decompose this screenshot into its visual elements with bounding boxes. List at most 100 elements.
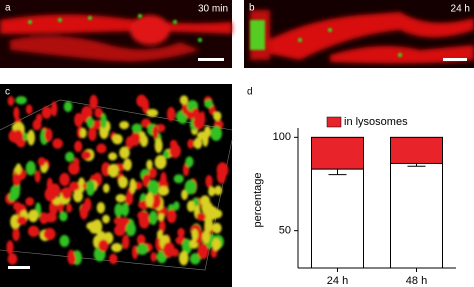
spot: [108, 152, 118, 161]
panel-label: b: [249, 3, 255, 14]
spot: [158, 220, 166, 233]
spot: [119, 121, 130, 130]
spot: [169, 143, 181, 159]
spot: [216, 168, 226, 184]
spot: [98, 239, 109, 252]
panel-a: a 30 min: [0, 0, 232, 68]
spot: [204, 99, 214, 109]
spot: [154, 138, 163, 154]
spot: [196, 131, 208, 140]
spot: [121, 202, 130, 217]
spot: [141, 118, 151, 128]
spot: [86, 117, 94, 128]
spot: [148, 167, 157, 179]
spot: [112, 133, 123, 145]
spot: [187, 139, 195, 149]
spot: [80, 127, 87, 139]
spot: [149, 210, 158, 225]
spot: [125, 222, 136, 237]
spot: [211, 238, 221, 251]
spot: [173, 174, 184, 184]
spot: [212, 222, 222, 234]
cell-signal: [5, 94, 229, 266]
spot: [156, 229, 164, 240]
spot: [109, 253, 118, 265]
spot: [115, 194, 126, 203]
spot: [102, 183, 110, 193]
spot: [139, 134, 149, 147]
spot: [118, 176, 128, 189]
spot: [99, 124, 109, 139]
spot: [150, 252, 157, 262]
spot: [59, 211, 68, 222]
spot: [16, 216, 28, 226]
spot: [44, 212, 57, 223]
spot: [44, 128, 53, 142]
spot: [59, 172, 70, 187]
spot: [73, 157, 80, 168]
panel-c: c: [0, 84, 233, 287]
spot: [13, 201, 22, 211]
time-caption: 30 min: [198, 4, 228, 15]
spot: [166, 209, 177, 224]
scale-bar: [8, 266, 30, 269]
y-tick-label: 50: [279, 225, 291, 237]
spot: [28, 209, 39, 223]
spot: [214, 185, 223, 196]
spot: [73, 189, 83, 203]
spot: [91, 119, 104, 130]
scale-bar: [198, 58, 224, 61]
spot: [15, 96, 27, 105]
spot: [181, 238, 192, 255]
spot: [88, 220, 100, 234]
spot: [207, 206, 219, 220]
spot: [27, 225, 40, 237]
spot: [96, 143, 107, 154]
spot: [205, 174, 213, 188]
spot: [6, 240, 14, 255]
spot: [114, 224, 126, 237]
spot: [191, 228, 199, 241]
spot: [7, 96, 15, 106]
spot: [146, 159, 153, 170]
panel-label: c: [5, 87, 10, 98]
spot: [67, 249, 75, 265]
spot: [77, 177, 86, 193]
spot: [83, 197, 92, 212]
spot: [152, 125, 159, 139]
spot: [85, 180, 95, 196]
green-signal: [28, 14, 202, 42]
spot: [63, 101, 73, 113]
red-signal: [0, 14, 232, 62]
legend-swatch: [326, 116, 342, 128]
spot: [65, 151, 75, 162]
spot: [141, 97, 150, 114]
spot: [129, 178, 137, 194]
spot: [89, 94, 98, 110]
spot: [74, 112, 84, 127]
spot: [123, 158, 132, 171]
spot: [94, 107, 103, 118]
spot: [66, 203, 73, 213]
spot: [81, 150, 92, 160]
spot: [13, 106, 20, 120]
spot: [197, 243, 209, 260]
spot: [27, 129, 35, 146]
spot: [163, 150, 170, 159]
spot: [146, 108, 159, 117]
spot: [136, 243, 149, 255]
bar-segment: [390, 136, 443, 164]
panel-b: b 24 h: [244, 0, 474, 68]
spot: [100, 113, 107, 129]
spot: [137, 210, 149, 221]
spot: [121, 234, 130, 250]
spot: [88, 126, 97, 141]
spot: [37, 157, 46, 167]
spot: [111, 242, 123, 253]
spot: [184, 179, 197, 195]
panel-label: a: [5, 3, 11, 14]
spot: [12, 129, 24, 145]
spot: [193, 137, 203, 149]
